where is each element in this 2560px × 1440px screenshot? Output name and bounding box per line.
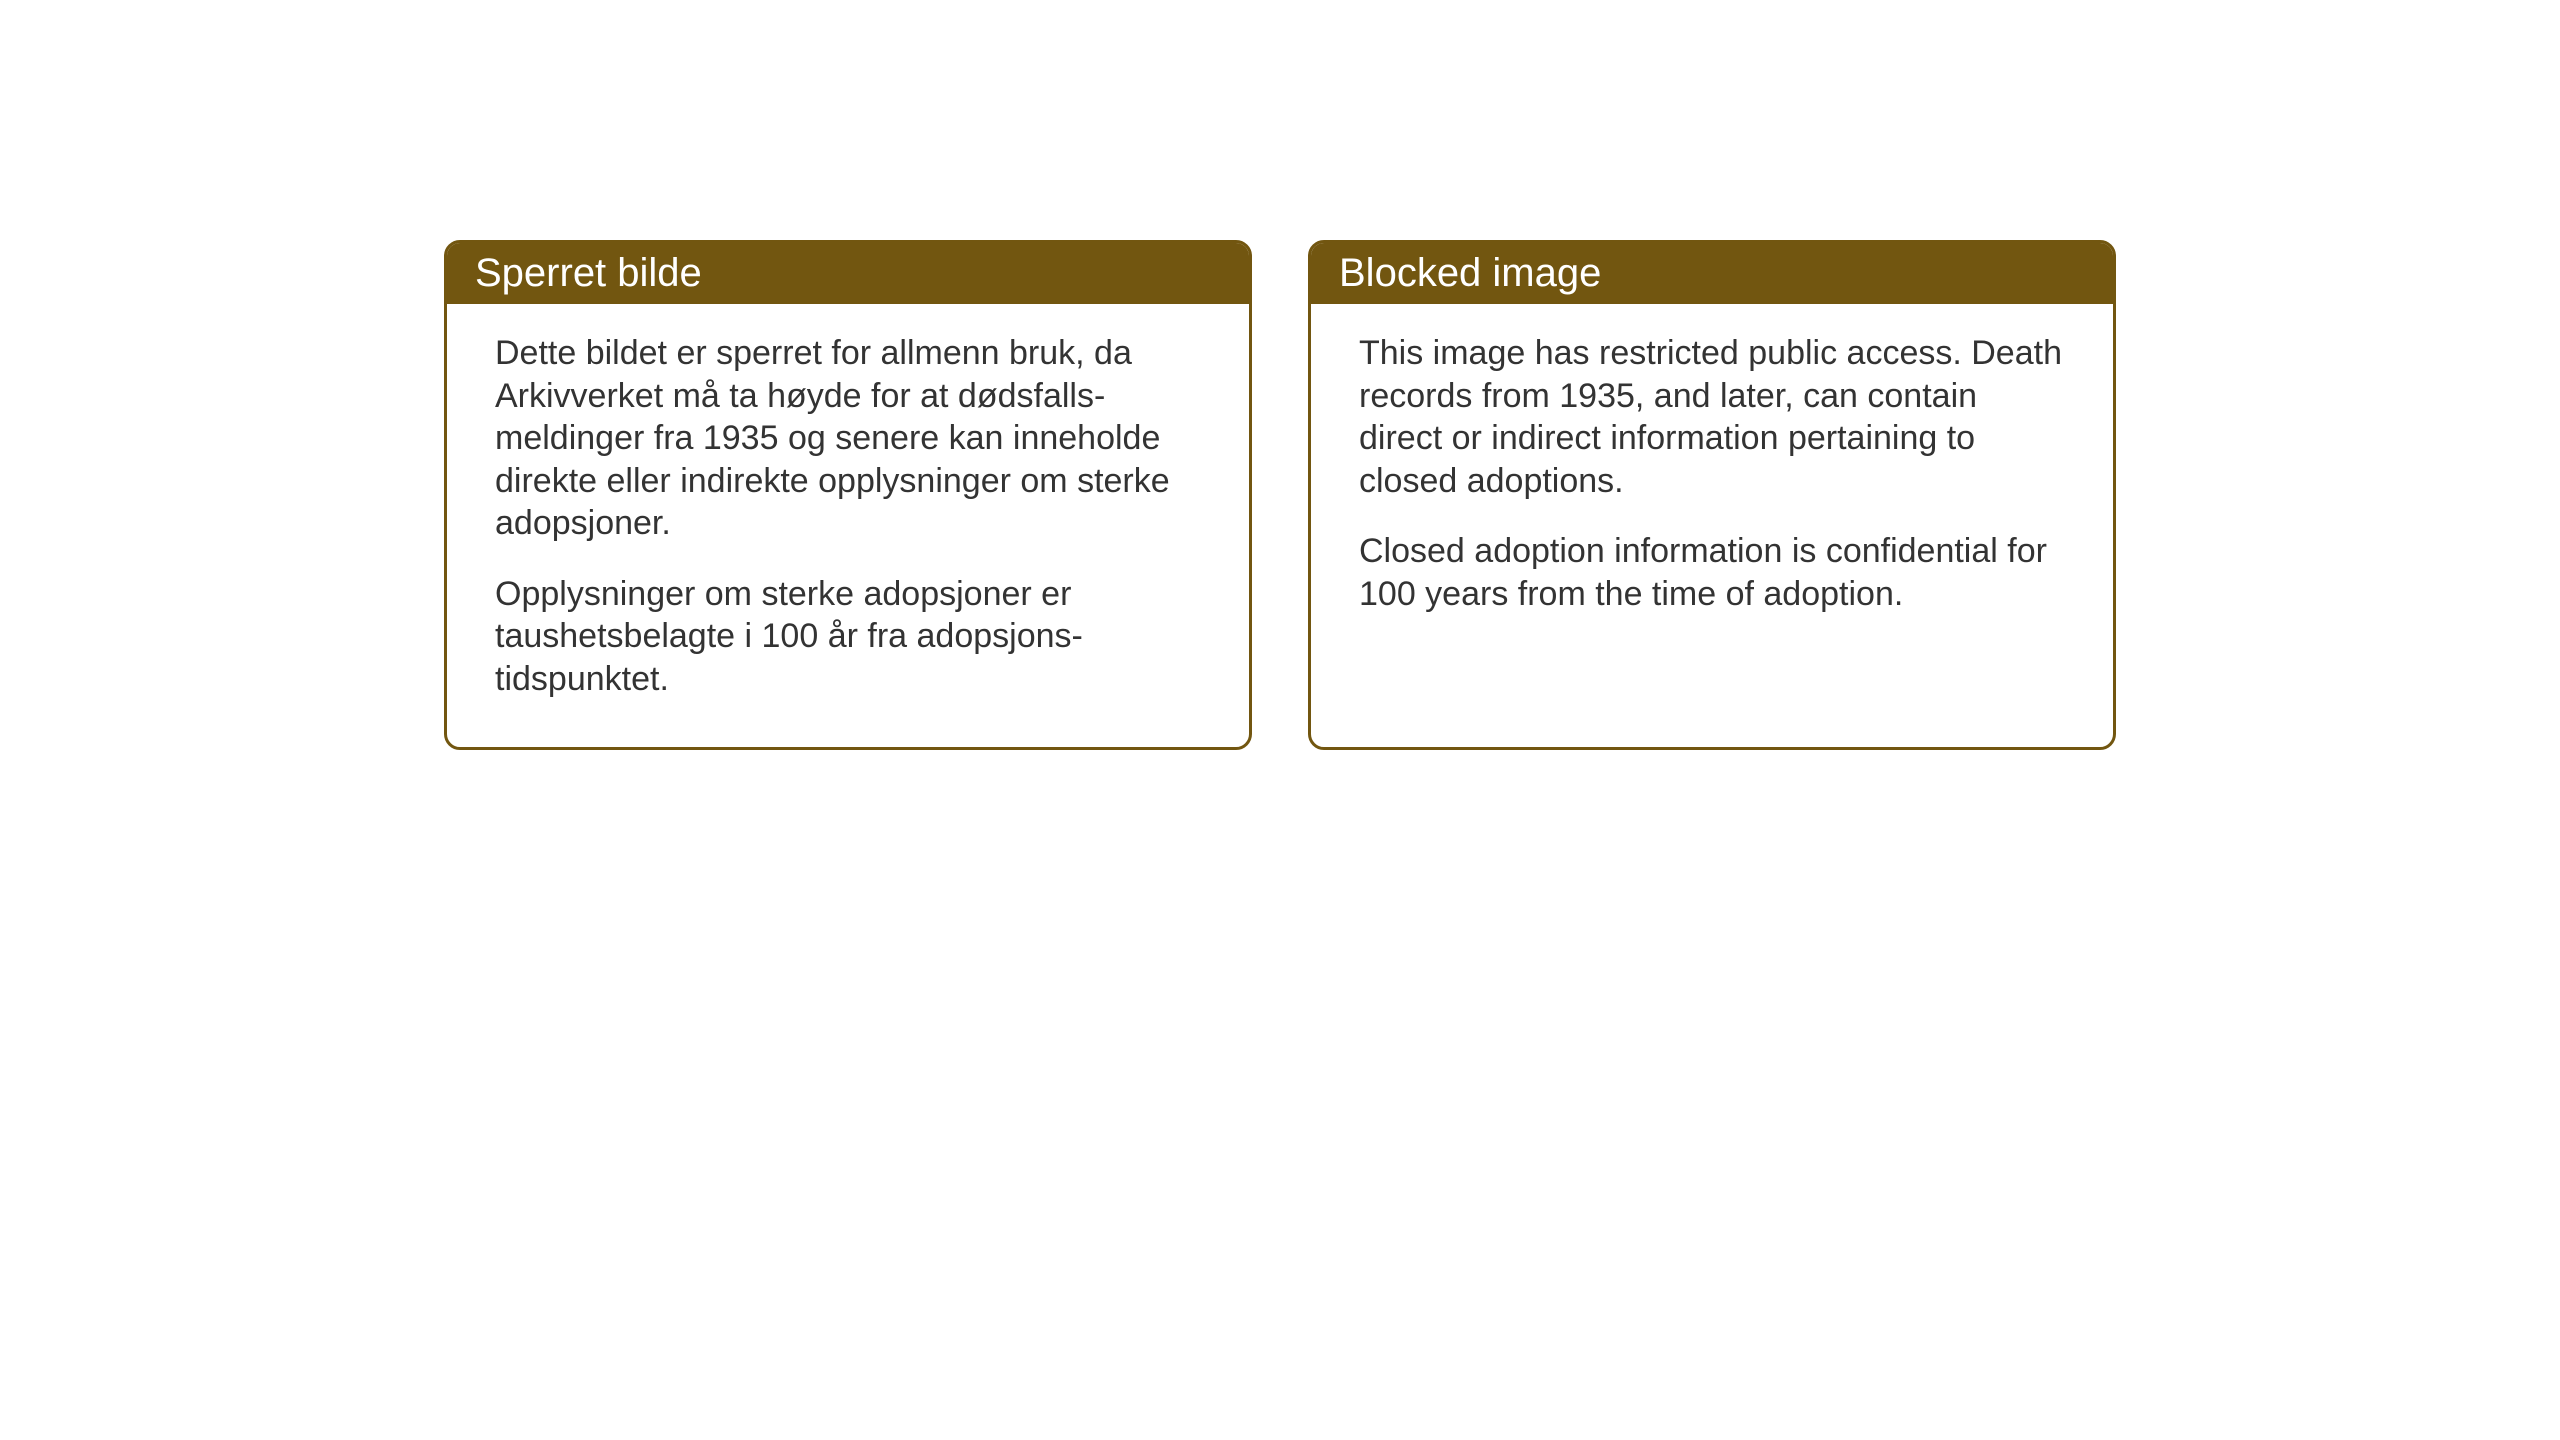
english-notice-card: Blocked image This image has restricted … — [1308, 240, 2116, 750]
norwegian-paragraph-2: Opplysninger om sterke adopsjoner er tau… — [495, 573, 1201, 701]
english-paragraph-2: Closed adoption information is confident… — [1359, 530, 2065, 615]
norwegian-notice-card: Sperret bilde Dette bildet er sperret fo… — [444, 240, 1252, 750]
english-card-title: Blocked image — [1311, 243, 2113, 304]
norwegian-card-title: Sperret bilde — [447, 243, 1249, 304]
notice-cards-container: Sperret bilde Dette bildet er sperret fo… — [444, 240, 2116, 750]
norwegian-card-body: Dette bildet er sperret for allmenn bruk… — [447, 304, 1249, 740]
english-paragraph-1: This image has restricted public access.… — [1359, 332, 2065, 502]
norwegian-paragraph-1: Dette bildet er sperret for allmenn bruk… — [495, 332, 1201, 545]
english-card-body: This image has restricted public access.… — [1311, 304, 2113, 655]
